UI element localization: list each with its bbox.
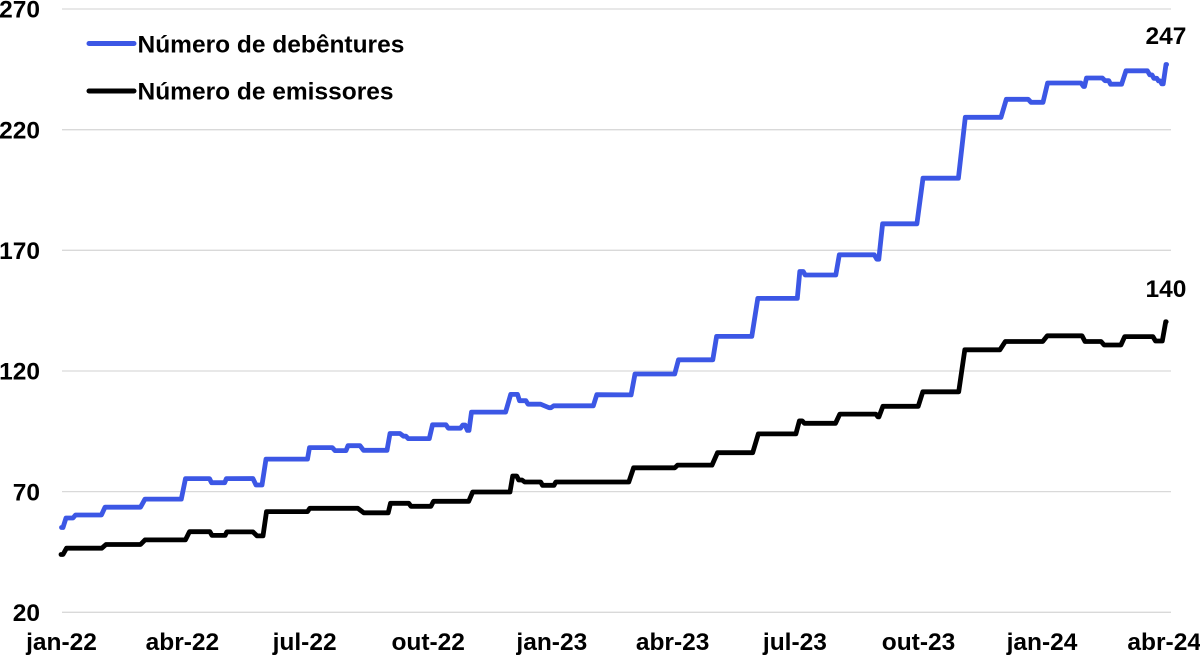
svg-text:20: 20 [13, 600, 40, 627]
svg-text:70: 70 [13, 479, 40, 506]
svg-text:abr-24: abr-24 [1127, 629, 1200, 655]
svg-text:jan-22: jan-22 [25, 629, 97, 655]
svg-text:jan-23: jan-23 [515, 629, 587, 655]
svg-text:120: 120 [0, 359, 40, 386]
svg-text:abr-23: abr-23 [636, 629, 710, 655]
svg-text:270: 270 [0, 0, 40, 24]
svg-text:abr-22: abr-22 [146, 629, 220, 655]
svg-text:out-22: out-22 [391, 629, 465, 655]
svg-text:jan-24: jan-24 [1006, 629, 1078, 655]
svg-text:140: 140 [1146, 276, 1187, 303]
svg-text:Número de debêntures: Número de debêntures [138, 32, 405, 59]
svg-text:170: 170 [0, 238, 40, 265]
svg-text:jul-23: jul-23 [762, 629, 827, 655]
svg-text:jul-22: jul-22 [272, 629, 337, 655]
svg-text:247: 247 [1146, 23, 1187, 50]
svg-text:220: 220 [0, 117, 40, 144]
svg-text:Número de emissores: Número de emissores [138, 79, 394, 106]
svg-text:out-23: out-23 [882, 629, 956, 655]
